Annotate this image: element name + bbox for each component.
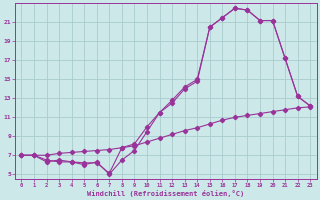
X-axis label: Windchill (Refroidissement éolien,°C): Windchill (Refroidissement éolien,°C) [87, 190, 244, 197]
